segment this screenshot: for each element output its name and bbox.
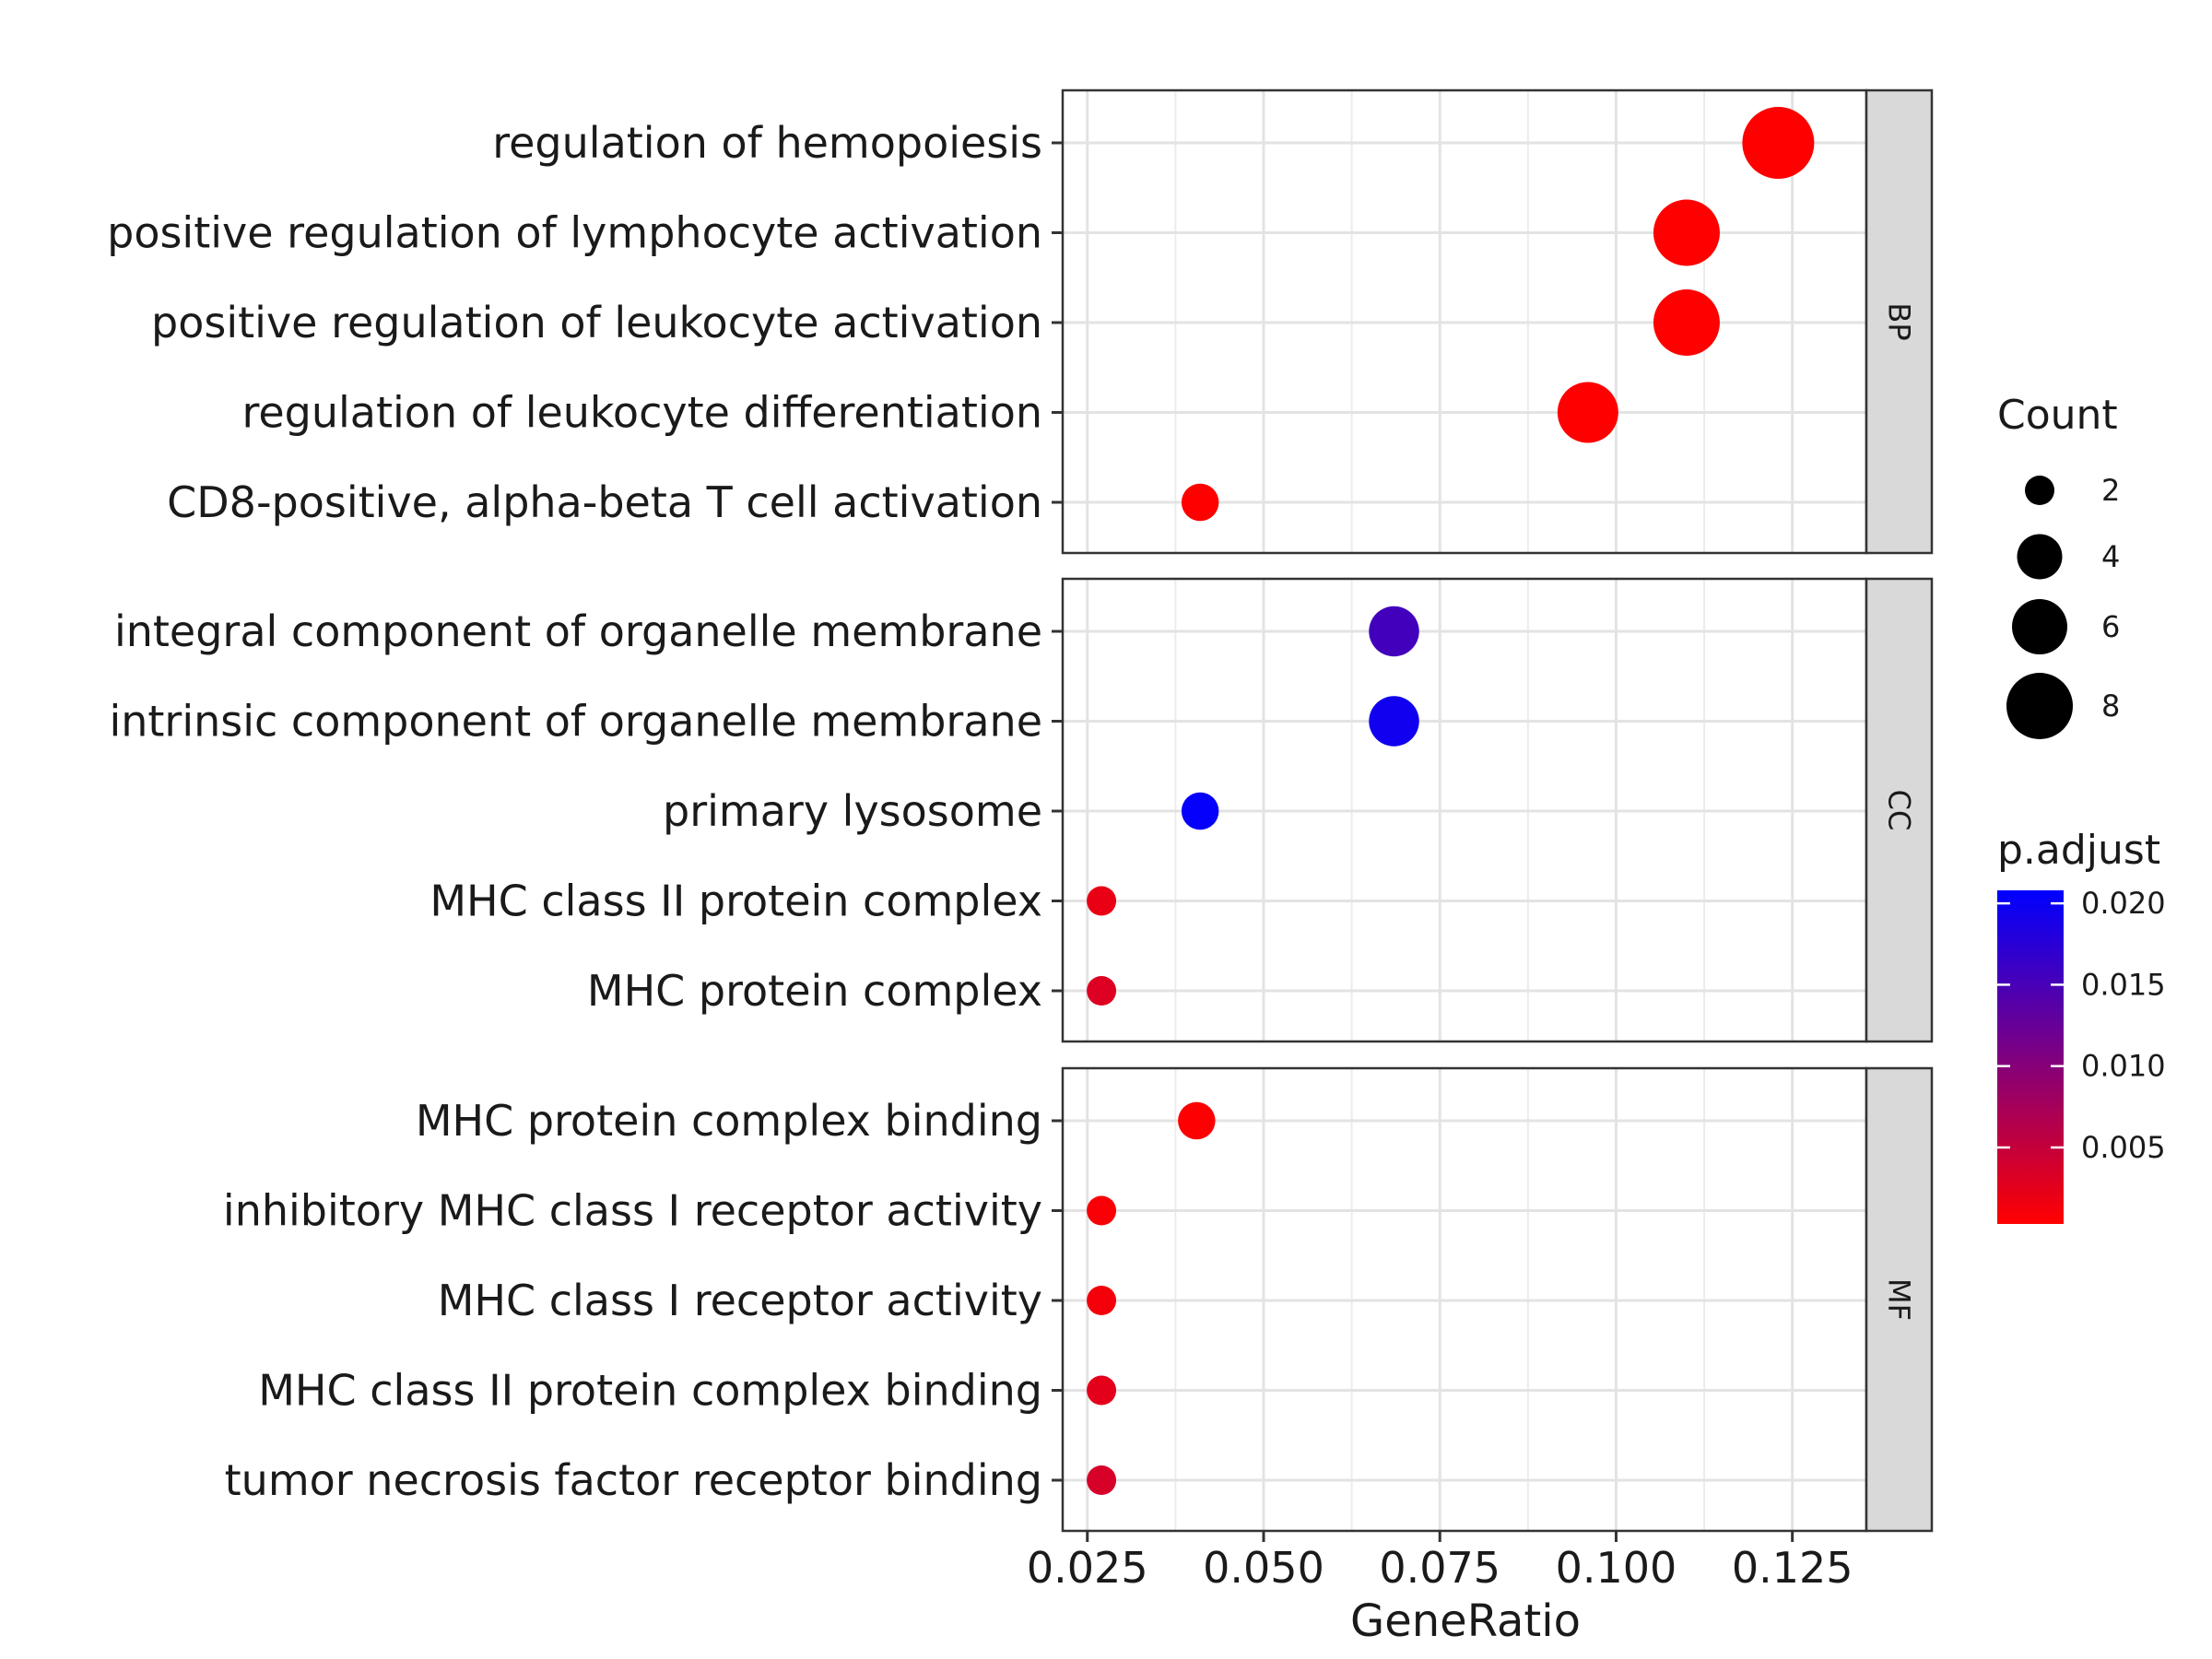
count-legend-label: 8	[2101, 688, 2120, 724]
term-label: positive regulation of lymphocyte activa…	[107, 208, 1042, 258]
x-tick-label: 0.050	[1203, 1543, 1324, 1593]
facet-panel-mf: MHC protein complex binding inhibitory MH…	[223, 1066, 1934, 1533]
x-tick-label: 0.025	[1027, 1543, 1148, 1593]
term-label: MHC protein complex	[587, 966, 1042, 1016]
x-axis: 0.025 0.050 0.075 0.100 0.125	[1027, 1531, 1853, 1593]
x-tick-label: 0.100	[1556, 1543, 1677, 1593]
data-point	[1087, 1375, 1117, 1406]
data-point	[1178, 1101, 1216, 1140]
facet-panel-cc: integral component of organelle membrane…	[109, 577, 1934, 1043]
colorbar-label: 0.015	[2081, 967, 2166, 1002]
term-label: MHC class I receptor activity	[438, 1276, 1042, 1325]
count-legend-label: 4	[2101, 539, 2120, 574]
count-legend-label: 2	[2101, 473, 2120, 508]
data-point	[1087, 1286, 1117, 1315]
facet-panels: regulation of hemopoiesis positive regula…	[107, 88, 1934, 1533]
x-tick-label: 0.075	[1379, 1543, 1500, 1593]
term-label: regulation of leukocyte differentiation	[241, 388, 1042, 438]
facet-strip	[1865, 577, 1934, 1043]
term-label: inhibitory MHC class I receptor activity	[223, 1186, 1042, 1236]
count-legend-key	[2025, 476, 2054, 505]
x-tick-label: 0.125	[1732, 1543, 1853, 1593]
facet-strip-label: BP	[1882, 302, 1917, 340]
x-axis-title: GeneRatio	[1350, 1595, 1581, 1647]
term-label: CD8-positive, alpha-beta T cell activati…	[167, 477, 1042, 527]
facet-panel-bp: regulation of hemopoiesis positive regula…	[107, 88, 1934, 555]
data-point	[1653, 289, 1720, 356]
p-adjust-colorbar	[1997, 890, 2064, 1224]
facet-strip	[1865, 88, 1934, 555]
p-adjust-color-legend: p.adjust 0.005 0.010 0.015 0.020	[1997, 827, 2166, 1224]
term-label: positive regulation of leukocyte activat…	[151, 298, 1042, 347]
p-adjust-legend-title: p.adjust	[1997, 827, 2160, 874]
data-point	[1181, 483, 1219, 522]
data-point	[1369, 606, 1419, 657]
colorbar-label: 0.005	[2081, 1130, 2166, 1165]
facet-strip-label: MF	[1882, 1278, 1917, 1321]
count-size-legend: Count 2 4 6 8	[1997, 392, 2120, 739]
term-label: MHC class II protein complex binding	[258, 1366, 1042, 1416]
term-label: MHC class II protein complex	[429, 877, 1042, 926]
term-label: integral component of organelle membrane	[114, 606, 1042, 656]
facet-strip	[1865, 1066, 1934, 1533]
term-label: intrinsic component of organelle membran…	[109, 697, 1042, 747]
count-legend-label: 6	[2101, 609, 2120, 644]
data-point	[1087, 976, 1117, 1006]
term-label: tumor necrosis factor receptor binding	[225, 1455, 1042, 1505]
colorbar-label: 0.010	[2081, 1049, 2166, 1084]
term-label: MHC protein complex binding	[416, 1096, 1042, 1146]
data-point	[1653, 199, 1720, 266]
facet-strip-label: CC	[1882, 790, 1917, 831]
count-legend-key	[2017, 534, 2063, 580]
data-point	[1369, 696, 1419, 747]
count-legend-key	[2012, 599, 2067, 654]
count-legend-title: Count	[1997, 392, 2118, 439]
count-legend-key	[2006, 673, 2073, 739]
data-point	[1087, 1465, 1117, 1495]
data-point	[1087, 886, 1117, 916]
data-point	[1087, 1195, 1117, 1226]
data-point	[1181, 792, 1219, 830]
data-point	[1557, 382, 1618, 443]
term-label: regulation of hemopoiesis	[492, 118, 1042, 168]
data-point	[1742, 107, 1815, 179]
colorbar-label: 0.020	[2081, 886, 2166, 921]
term-label: primary lysosome	[663, 786, 1042, 836]
